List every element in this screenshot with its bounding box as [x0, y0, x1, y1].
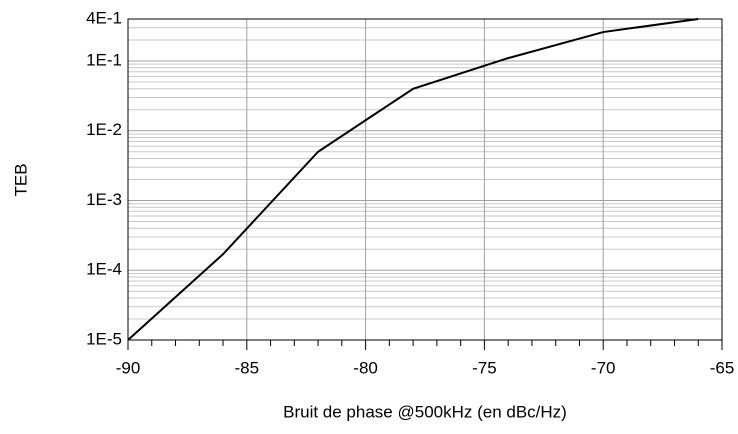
x-tick-label: -80	[353, 358, 378, 377]
y-tick-label: 1E-1	[86, 50, 122, 69]
x-tick-label: -90	[116, 358, 141, 377]
y-tick-label: 1E-2	[86, 120, 122, 139]
y-tick-label: 4E-1	[86, 8, 122, 27]
x-tick-label: -70	[591, 358, 616, 377]
y-tick-label: 1E-5	[86, 329, 122, 348]
x-axis-label: Bruit de phase @500kHz (en dBc/Hz)	[283, 402, 567, 421]
x-tick-label: -65	[710, 358, 735, 377]
x-tick-label: -75	[472, 358, 497, 377]
y-tick-label: 1E-3	[86, 190, 122, 209]
line	[127, 18, 699, 341]
x-tick-label: -85	[235, 358, 260, 377]
y-axis-label: TEB	[11, 163, 30, 196]
y-tick-label: 1E-4	[86, 260, 122, 279]
plot-frame	[127, 18, 723, 341]
